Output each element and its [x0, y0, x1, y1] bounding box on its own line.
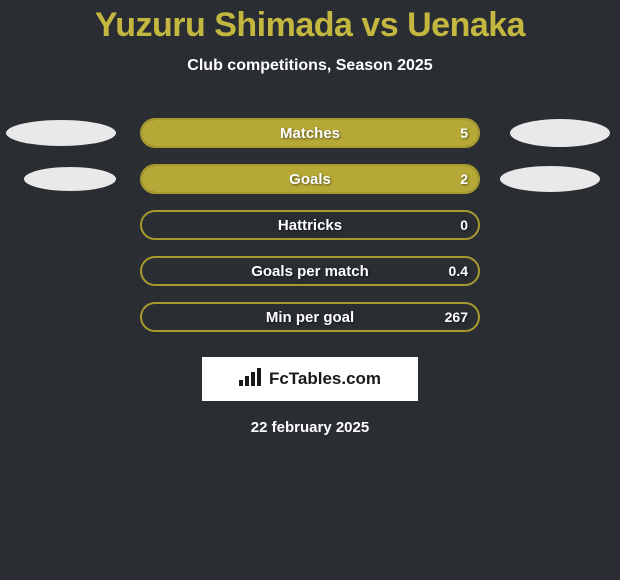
stat-bar: Matches 5 — [140, 118, 480, 148]
logo-box[interactable]: FcTables.com — [202, 357, 418, 401]
player-marker-left — [6, 120, 116, 146]
stat-value-right: 5 — [460, 125, 468, 141]
stat-value-right: 0 — [460, 217, 468, 233]
stat-row: Hattricks 0 — [0, 209, 620, 241]
stat-bar: Hattricks 0 — [140, 210, 480, 240]
stat-value-right: 0.4 — [449, 263, 468, 279]
stat-label: Goals per match — [251, 263, 369, 280]
player-marker-right — [500, 166, 600, 192]
stat-row: Min per goal 267 — [0, 301, 620, 333]
stat-bar: Goals 2 — [140, 164, 480, 194]
stat-bar: Goals per match 0.4 — [140, 256, 480, 286]
stat-value-right: 2 — [460, 171, 468, 187]
page-subtitle: Club competitions, Season 2025 — [187, 57, 432, 75]
stat-value-right: 267 — [445, 309, 468, 325]
logo-text: FcTables.com — [269, 369, 381, 389]
stat-row: Matches 5 — [0, 117, 620, 149]
player-marker-left — [24, 167, 116, 191]
stat-label: Matches — [280, 125, 340, 142]
player-marker-right — [510, 119, 610, 147]
stat-section: Matches 5 Goals 2 Hattricks 0 Goals per match 0… — [0, 117, 620, 333]
bar-chart-icon — [239, 368, 263, 391]
stat-row: Goals 2 — [0, 163, 620, 195]
stat-label: Hattricks — [278, 217, 342, 234]
stat-row: Goals per match 0.4 — [0, 255, 620, 287]
page-title: Yuzuru Shimada vs Uenaka — [95, 6, 525, 45]
date-text: 22 february 2025 — [251, 419, 369, 436]
stat-bar: Min per goal 267 — [140, 302, 480, 332]
stat-label: Min per goal — [266, 309, 354, 326]
comparison-card: Yuzuru Shimada vs Uenaka Club competitio… — [0, 0, 620, 436]
stat-label: Goals — [289, 171, 331, 188]
